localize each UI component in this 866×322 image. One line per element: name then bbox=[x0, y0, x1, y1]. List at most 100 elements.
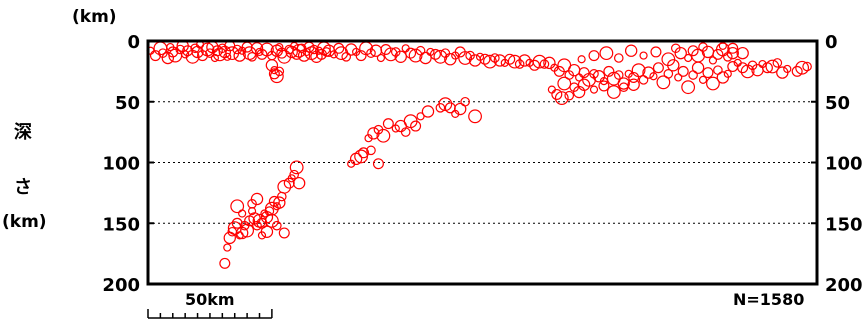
hypocenter-point bbox=[613, 70, 624, 80]
hypocenter-point bbox=[347, 159, 356, 168]
hypocenter-point bbox=[415, 45, 426, 56]
hypocenter-point bbox=[223, 243, 232, 252]
hypocenter-point bbox=[674, 73, 683, 82]
y-tick-label-right: 200 bbox=[825, 275, 863, 296]
hypocenter-point bbox=[429, 48, 441, 60]
hypocenter-point bbox=[380, 44, 392, 56]
hypocenter-point bbox=[265, 59, 279, 72]
hypocenter-point bbox=[310, 50, 323, 63]
hypocenter-point bbox=[578, 67, 590, 79]
hypocenter-point bbox=[232, 44, 242, 55]
hypocenter-point bbox=[333, 42, 345, 54]
hypocenter-point bbox=[451, 109, 460, 119]
hypocenter-point bbox=[702, 67, 714, 79]
hypocenter-point bbox=[329, 50, 338, 59]
hypocenter-point bbox=[479, 53, 491, 65]
hypocenter-point bbox=[416, 112, 425, 121]
hypocenter-point bbox=[244, 215, 256, 227]
hypocenter-point bbox=[354, 149, 368, 164]
hypocenter-point bbox=[230, 199, 245, 214]
hypocenter-point bbox=[283, 177, 295, 189]
hypocenter-point bbox=[167, 46, 179, 58]
hypocenter-point bbox=[382, 118, 394, 130]
hypocenter-point bbox=[557, 76, 572, 91]
hypocenter-point bbox=[551, 88, 563, 100]
hypocenter-point bbox=[376, 128, 391, 143]
y-tick-label-right: 0 bbox=[825, 32, 838, 53]
y-tick-label-right: 100 bbox=[825, 154, 863, 175]
y-tick-label-right: 150 bbox=[825, 214, 863, 235]
hypocenter-point bbox=[250, 192, 264, 206]
hypocenter-point bbox=[631, 63, 646, 78]
hypocenter-point bbox=[564, 90, 575, 101]
hypocenter-point bbox=[698, 42, 708, 52]
hypocenter-point bbox=[264, 213, 279, 228]
hypocenter-point bbox=[518, 54, 531, 67]
hypocenter-point bbox=[532, 54, 547, 69]
hypocenter-point bbox=[394, 119, 407, 133]
grid-lines bbox=[148, 101, 817, 224]
hypocenter-point bbox=[158, 48, 168, 58]
ylabel-line1: 深 bbox=[14, 121, 32, 143]
hypocenter-point bbox=[691, 61, 705, 74]
hypocenter-point bbox=[255, 47, 264, 57]
unit-top-label: (km) bbox=[72, 7, 117, 27]
hypocenter-point bbox=[349, 152, 363, 166]
hypocenter-point bbox=[504, 53, 516, 65]
hypocenter-point bbox=[740, 64, 755, 79]
hypocenter-point bbox=[802, 61, 812, 72]
hypocenter-point bbox=[200, 42, 215, 57]
hypocenter-point bbox=[529, 59, 541, 71]
hypocenter-point bbox=[373, 124, 384, 135]
hypocenter-point bbox=[639, 51, 648, 60]
hypocenter-point bbox=[650, 46, 662, 58]
hypocenter-point bbox=[231, 217, 243, 229]
y-tick-label-right: 50 bbox=[825, 93, 850, 114]
hypocenter-point bbox=[606, 85, 621, 99]
hypocenter-point bbox=[772, 58, 783, 68]
hypocenter-point bbox=[252, 220, 262, 231]
hypocenter-point bbox=[444, 102, 456, 114]
hypocenter-point bbox=[712, 48, 724, 60]
hypocenter-point bbox=[278, 227, 290, 239]
hypocenter-point bbox=[598, 80, 610, 92]
hypocenter-point bbox=[248, 212, 261, 225]
hypocenter-point bbox=[577, 55, 586, 64]
hypocenter-point bbox=[454, 102, 467, 116]
hypocenter-point bbox=[698, 75, 708, 84]
hypocenter-point bbox=[268, 195, 280, 207]
hypocenter-point bbox=[227, 226, 238, 237]
y-tick-label-left: 150 bbox=[102, 214, 140, 235]
hypocenter-point bbox=[285, 45, 298, 59]
y-axis-ticks: 0 0 50 50 100 100 150 150 200 200 bbox=[102, 32, 862, 296]
hypocenter-point bbox=[706, 76, 720, 91]
hypocenter-point bbox=[617, 77, 630, 90]
hypocenter-point bbox=[468, 109, 482, 124]
hypocenter-point bbox=[569, 82, 579, 92]
hypocenter-point bbox=[737, 62, 749, 74]
hypocenter-point bbox=[661, 52, 676, 67]
hypocenter-point bbox=[507, 54, 522, 69]
hypocenter-point bbox=[435, 103, 446, 113]
hypocenter-point bbox=[419, 51, 432, 65]
hypocenter-point bbox=[247, 199, 257, 209]
hypocenter-point bbox=[268, 68, 280, 80]
hypocenter-point bbox=[211, 45, 223, 57]
hypocenter-point bbox=[795, 60, 810, 75]
hypocenter-point bbox=[277, 49, 292, 64]
hypocenter-point bbox=[257, 231, 267, 240]
hypocenter-point bbox=[727, 42, 739, 54]
hypocenter-point bbox=[223, 52, 232, 61]
hypocenter-point bbox=[364, 134, 373, 143]
hypocenter-point bbox=[592, 70, 606, 83]
hypocenter-point bbox=[572, 85, 586, 99]
hypocenter-point bbox=[677, 65, 689, 77]
hypocenter-point bbox=[276, 191, 287, 202]
hypocenter-point bbox=[514, 59, 525, 69]
y-tick-label-left: 100 bbox=[102, 154, 140, 175]
hypocenter-point bbox=[599, 46, 614, 61]
hypocenter-point bbox=[613, 53, 624, 63]
hypocenter-point bbox=[713, 65, 723, 75]
hypocenter-point bbox=[624, 44, 638, 57]
hypocenter-point bbox=[791, 65, 803, 77]
